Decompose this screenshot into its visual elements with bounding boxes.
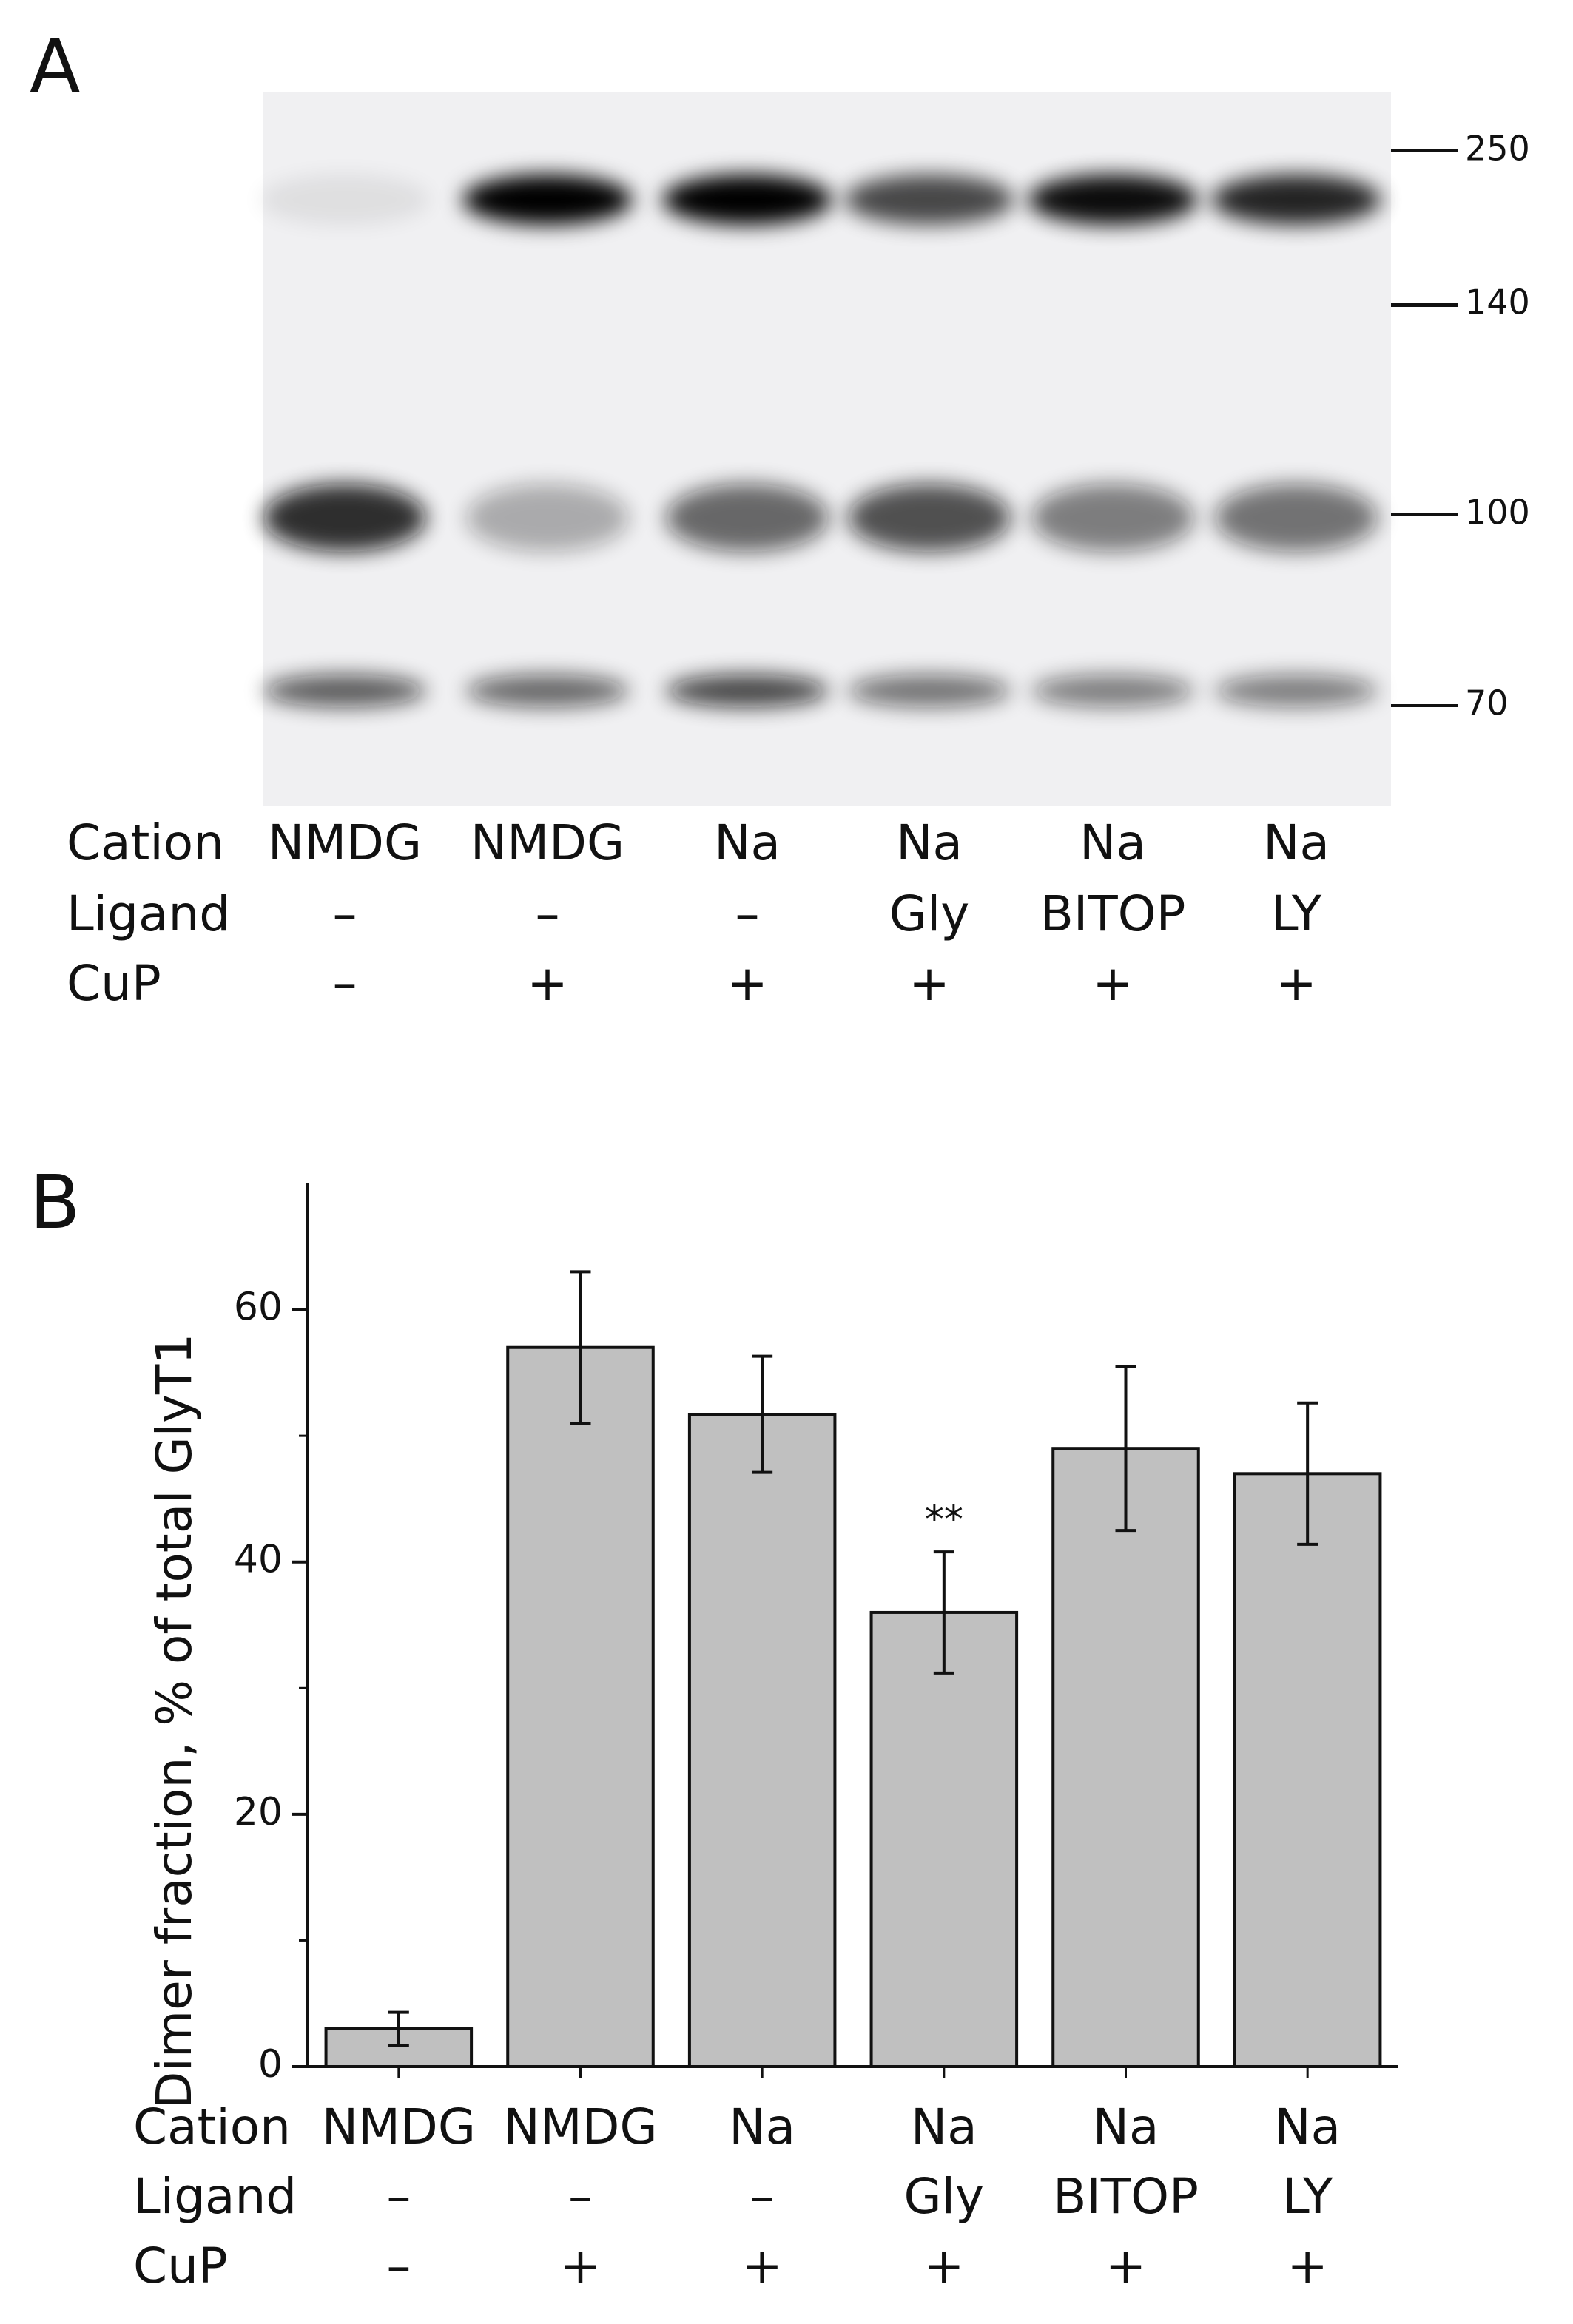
band (1028, 175, 1198, 225)
x-row-label: + (560, 2237, 601, 2294)
row-label: + (727, 955, 767, 1012)
marker-label: 250 (1465, 129, 1530, 169)
x-row-label: + (742, 2237, 783, 2294)
row-name: Ligand (67, 885, 230, 942)
x-row-label: + (923, 2237, 964, 2294)
bands (260, 175, 1381, 707)
bar (869, 1610, 1019, 2068)
x-tick-label: Na (729, 2098, 795, 2155)
x-row-label: – (568, 2168, 593, 2225)
row-label: Na (1263, 814, 1330, 871)
y-tick-label: 40 (234, 1538, 283, 1582)
row-name: CuP (133, 2237, 228, 2294)
x-tick-label: Na (911, 2098, 977, 2155)
band (1215, 484, 1378, 552)
row-label: – (536, 885, 560, 942)
blot (263, 92, 1391, 806)
bar (687, 1413, 837, 2069)
row-label: – (333, 955, 357, 1012)
band (466, 484, 629, 552)
band (466, 675, 629, 707)
bar (1233, 1472, 1382, 2069)
band (260, 175, 430, 225)
row-label: + (1276, 955, 1316, 1012)
band (666, 675, 829, 707)
band (666, 484, 829, 552)
annotation: ** (925, 1498, 963, 1542)
y-tick-label: 60 (234, 1286, 283, 1330)
y-tick-label: 20 (234, 1790, 283, 1834)
x-row-label: Gly (904, 2168, 985, 2225)
row-label: + (527, 955, 567, 1012)
panel-label: B (30, 1159, 81, 1246)
band (848, 484, 1011, 552)
row-label: NMDG (268, 814, 422, 871)
x-row-label: – (750, 2168, 775, 2225)
band (462, 175, 633, 225)
band (1211, 175, 1381, 225)
row-label: Gly (889, 885, 970, 942)
band (1031, 675, 1194, 707)
row-label: + (1092, 955, 1133, 1012)
row-name: Ligand (133, 2168, 297, 2225)
x-row-label: + (1105, 2237, 1146, 2294)
band (1031, 484, 1194, 552)
x-row-label: – (386, 2168, 411, 2225)
panel-label: A (30, 23, 80, 109)
x-row-label: LY (1282, 2168, 1333, 2225)
x-row-label: BITOP (1053, 2168, 1199, 2225)
band (1215, 675, 1378, 707)
band (263, 484, 426, 552)
row-label: – (333, 885, 357, 942)
marker-label: 70 (1465, 683, 1509, 723)
row-label: BITOP (1040, 885, 1186, 942)
row-label: + (909, 955, 949, 1012)
band (263, 675, 426, 707)
row-label: LY (1271, 885, 1322, 942)
row-name: Cation (67, 814, 224, 871)
band (662, 175, 832, 225)
bar (506, 1345, 655, 2068)
band (844, 175, 1014, 225)
x-tick-label: NMDG (503, 2098, 657, 2155)
row-name: Cation (133, 2098, 291, 2155)
x-tick-label: Na (1093, 2098, 1159, 2155)
marker-label: 140 (1465, 283, 1530, 322)
x-row-label: – (386, 2237, 411, 2294)
row-label: Na (1079, 814, 1146, 871)
band (848, 675, 1011, 707)
x-row-label: + (1287, 2237, 1328, 2294)
y-axis-title: Dimer fraction, % of total GlyT1 (146, 1334, 203, 2109)
row-label: Na (714, 814, 781, 871)
row-label: – (735, 885, 760, 942)
x-tick-label: NMDG (322, 2098, 476, 2155)
y-tick-label: 0 (258, 2042, 283, 2087)
row-label: NMDG (471, 814, 624, 871)
bar (1051, 1447, 1200, 2068)
x-tick-label: Na (1274, 2098, 1341, 2155)
marker-label: 100 (1465, 493, 1530, 533)
row-name: CuP (67, 955, 161, 1012)
row-label: Na (896, 814, 963, 871)
